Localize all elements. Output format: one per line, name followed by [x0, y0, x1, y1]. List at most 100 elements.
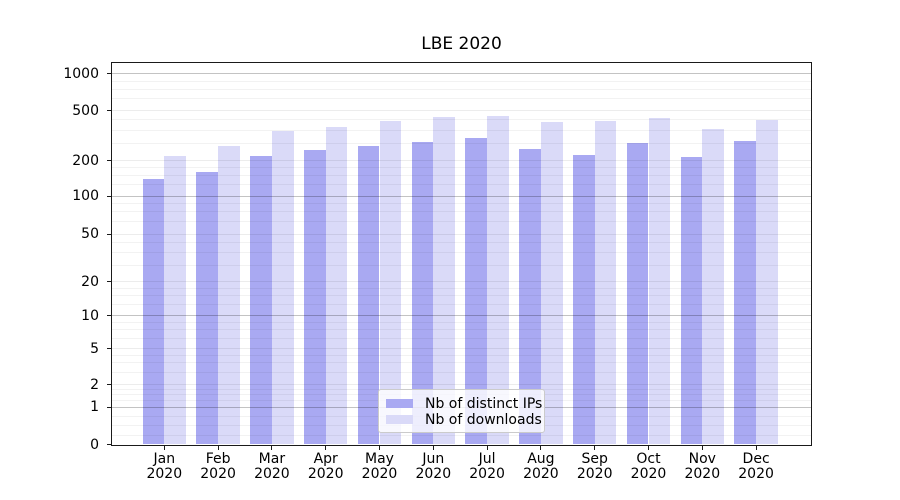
x-tick-label-sep: Sep 2020 — [563, 452, 627, 482]
bar-jun-distinct-ips — [411, 142, 434, 445]
x-tick-year: 2020 — [307, 466, 344, 482]
x-tick-label-nov: Nov 2020 — [670, 452, 734, 482]
y-tick-label-1: 1 — [90, 399, 99, 416]
x-tick-year: 2020 — [523, 466, 559, 482]
legend-swatch-downloads — [386, 415, 413, 424]
x-tick-year: 2020 — [200, 466, 236, 482]
x-tick-label-jun: Jun 2020 — [401, 452, 465, 482]
y-tick-mark — [107, 348, 111, 350]
x-tick-label-mar: Mar 2020 — [240, 452, 304, 482]
y-tick-label-5: 5 — [90, 340, 99, 357]
legend-label-distinct-ips: Nb of distinct IPs — [425, 395, 543, 412]
x-tick-month: Oct — [636, 451, 661, 467]
y-tick-mark — [107, 73, 111, 75]
bar-apr-distinct-ips — [303, 150, 326, 445]
legend: Nb of distinct IPs Nb of downloads — [378, 388, 545, 433]
x-tick-label-jan: Jan 2020 — [132, 452, 196, 482]
bar-jul-downloads — [487, 115, 509, 445]
legend-swatch-distinct-ips — [386, 399, 413, 408]
x-tick-mark — [755, 445, 757, 450]
y-tick-label-500: 500 — [72, 102, 99, 119]
x-tick-year: 2020 — [684, 466, 721, 482]
y-tick-mark — [107, 233, 111, 235]
bar-dec-downloads — [756, 119, 778, 445]
legend-item-distinct-ips: Nb of distinct IPs — [386, 396, 542, 412]
x-tick-mark — [540, 445, 542, 450]
x-tick-label-oct: Oct 2020 — [617, 452, 681, 482]
x-tick-year: 2020 — [469, 466, 505, 482]
bars-layer — [112, 63, 811, 445]
x-tick-month: Jan — [153, 451, 176, 467]
x-tick-mark — [432, 445, 434, 450]
bar-oct-downloads — [648, 117, 671, 445]
legend-item-downloads: Nb of downloads — [386, 412, 542, 428]
x-tick-year: 2020 — [576, 466, 613, 482]
x-tick-mark — [648, 445, 649, 450]
x-tick-mark — [163, 445, 165, 450]
x-tick-month: Nov — [688, 451, 716, 467]
x-tick-year: 2020 — [361, 466, 398, 482]
bar-aug-distinct-ips — [519, 149, 541, 445]
y-tick-mark — [107, 406, 111, 408]
x-tick-mark — [594, 445, 596, 450]
x-tick-label-feb: Feb 2020 — [186, 452, 250, 482]
bar-dec-distinct-ips — [734, 141, 757, 445]
y-tick-label-50: 50 — [81, 226, 99, 243]
y-tick-label-200: 200 — [72, 152, 99, 169]
x-tick-mark — [271, 445, 273, 450]
bar-apr-downloads — [325, 126, 348, 445]
x-tick-mark — [486, 445, 488, 450]
chart-title: LBE 2020 — [421, 34, 502, 54]
legend-label-downloads: Nb of downloads — [425, 411, 542, 428]
y-tick-mark — [107, 281, 111, 283]
bar-jan-downloads — [164, 156, 187, 445]
x-tick-year: 2020 — [146, 466, 183, 482]
plot-area: Nb of distinct IPs Nb of downloads — [112, 63, 811, 445]
y-tick-mark — [107, 110, 111, 112]
bar-sep-downloads — [594, 121, 617, 445]
x-tick-month: Mar — [258, 451, 286, 467]
y-tick-label-10: 10 — [81, 307, 99, 324]
x-tick-mark — [217, 445, 219, 450]
x-tick-month: Jun — [422, 451, 445, 467]
x-tick-year: 2020 — [630, 466, 667, 482]
bar-nov-downloads — [702, 129, 725, 445]
x-tick-mark — [325, 445, 327, 450]
x-tick-month: May — [365, 451, 394, 467]
bar-feb-downloads — [218, 145, 240, 445]
x-tick-label-aug: Aug 2020 — [509, 452, 573, 482]
x-tick-mark — [701, 445, 703, 450]
x-tick-month: Dec — [742, 451, 770, 467]
x-tick-month: Apr — [313, 451, 338, 467]
y-tick-mark — [107, 384, 111, 386]
y-tick-mark — [107, 195, 111, 197]
bar-aug-downloads — [540, 121, 563, 445]
x-tick-label-apr: Apr 2020 — [294, 452, 358, 482]
bar-may-distinct-ips — [357, 145, 380, 445]
bar-mar-distinct-ips — [250, 155, 272, 445]
bar-jun-downloads — [433, 117, 456, 445]
bar-jul-distinct-ips — [465, 137, 488, 445]
bar-nov-distinct-ips — [680, 156, 703, 445]
bar-sep-distinct-ips — [572, 155, 595, 445]
y-tick-label-20: 20 — [81, 273, 99, 290]
x-tick-label-jul: Jul 2020 — [455, 452, 519, 482]
y-tick-label-0: 0 — [90, 436, 99, 453]
bar-jan-distinct-ips — [142, 178, 165, 445]
y-tick-label-1000: 1000 — [63, 65, 99, 82]
x-tick-mark — [379, 445, 380, 450]
x-tick-year: 2020 — [738, 466, 774, 482]
y-tick-label-100: 100 — [72, 188, 99, 204]
bar-may-downloads — [379, 121, 402, 445]
y-tick-mark — [107, 315, 111, 317]
x-tick-label-dec: Dec 2020 — [724, 452, 788, 482]
x-tick-year: 2020 — [415, 466, 452, 482]
y-tick-label-2: 2 — [90, 376, 99, 393]
bar-feb-distinct-ips — [196, 172, 219, 445]
x-tick-month: Jul — [478, 451, 496, 467]
x-tick-year: 2020 — [254, 466, 290, 482]
x-tick-month: Aug — [527, 451, 555, 467]
y-tick-mark — [107, 444, 111, 445]
x-tick-month: Sep — [581, 451, 608, 467]
